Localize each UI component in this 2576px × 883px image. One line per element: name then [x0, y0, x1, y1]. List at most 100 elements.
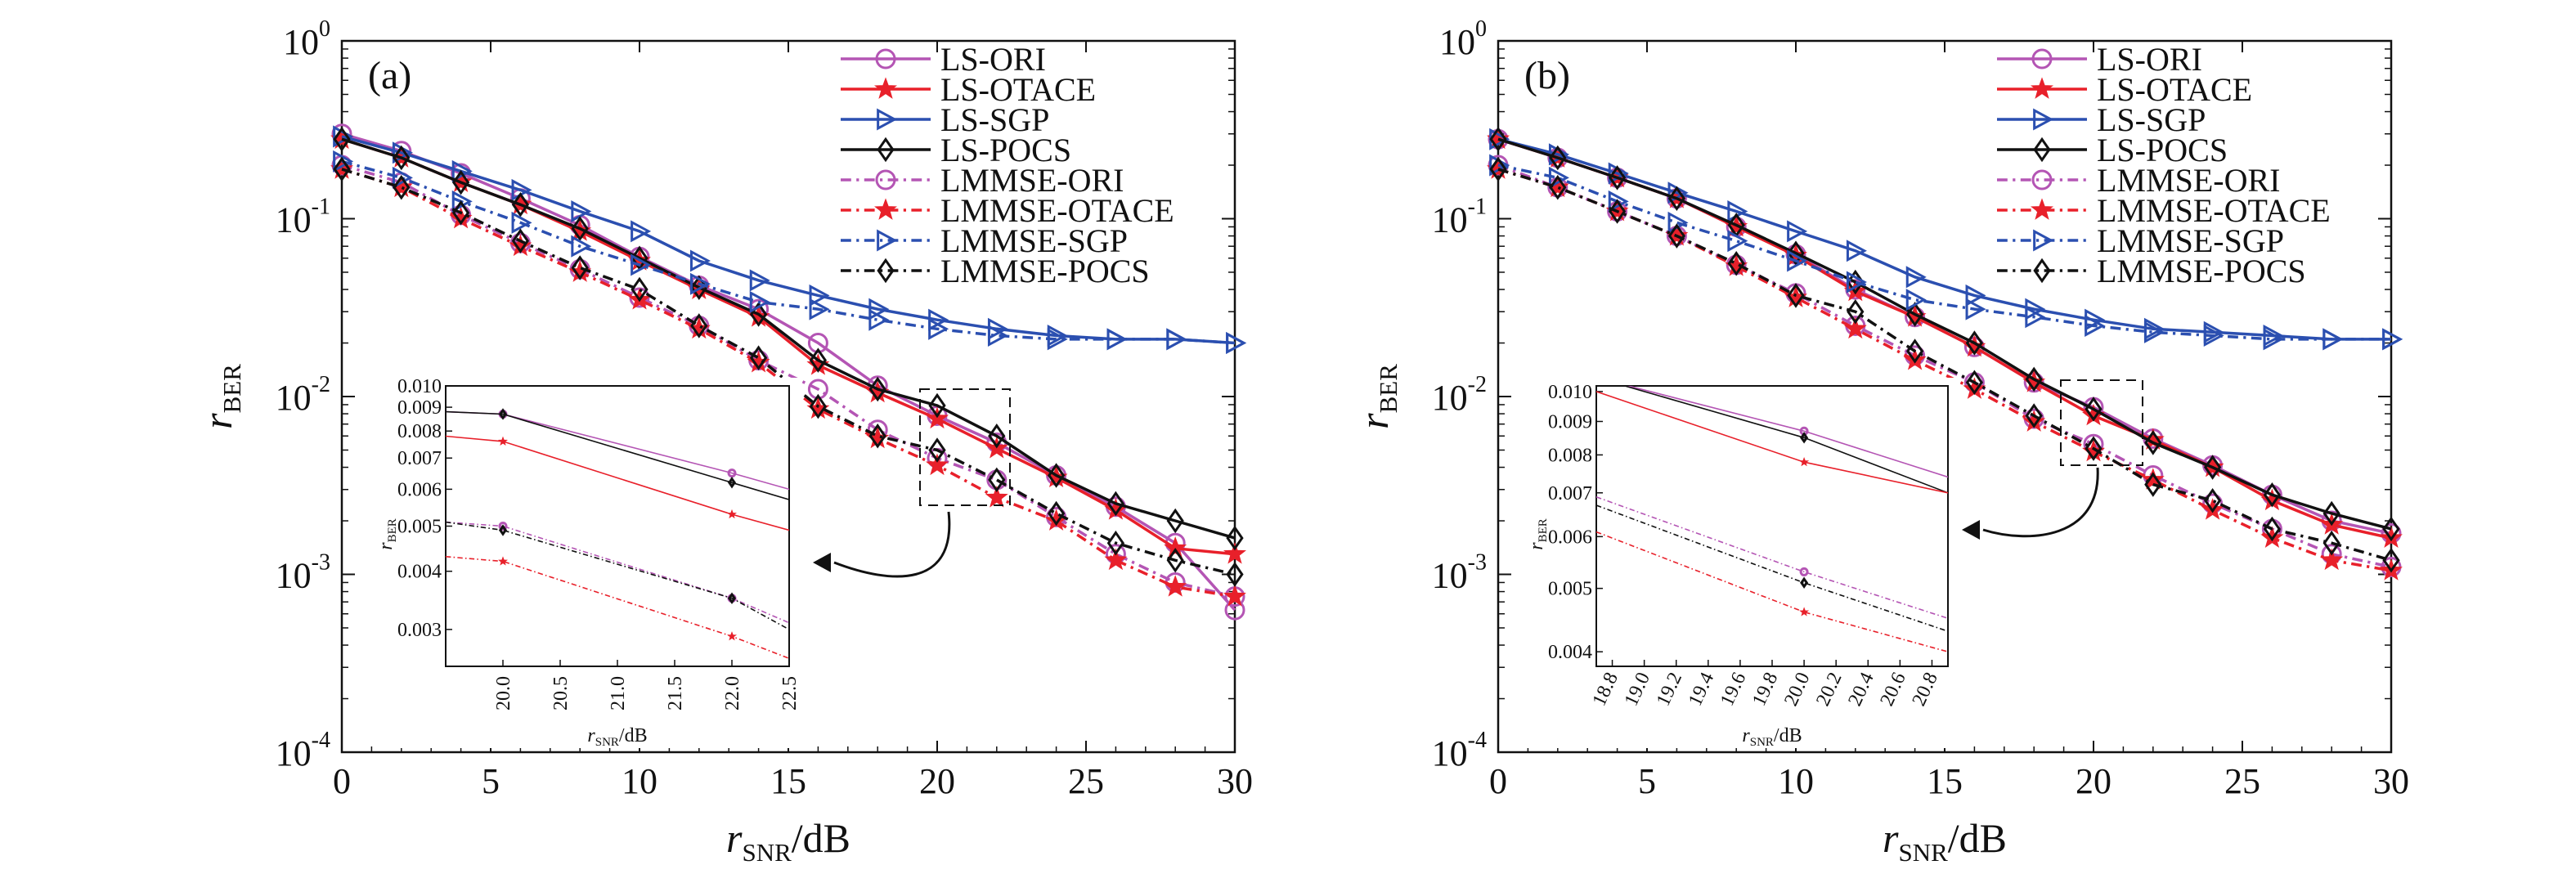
inset-x-tick-label: 21.5 — [665, 676, 686, 710]
data-point-lmmse-sgp — [689, 272, 711, 295]
inset: 18.819.019.219.419.619.820.020.220.420.6… — [1526, 378, 1960, 749]
data-point-ls-pocs — [2025, 366, 2043, 392]
inset-x-axis-label-sub: SNR — [595, 736, 619, 749]
legend-entry: LS-OTACE — [2097, 71, 2252, 108]
legend-entry: LS-POCS — [940, 132, 1071, 168]
legend-entry: LMMSE-SGP — [2097, 222, 2284, 259]
inset-y-tick-label: 0.004 — [1548, 642, 1592, 663]
inset-series-group — [1596, 386, 1948, 652]
inset-y-tick-label: 0.005 — [397, 517, 442, 538]
legend: LS-ORILS-OTACELS-SGPLS-POCSLMMSE-ORILMMS… — [841, 41, 1174, 289]
legend-marker — [2033, 108, 2054, 131]
x-tick-label: 10 — [1778, 761, 1814, 801]
y-tick-exp: -2 — [312, 372, 330, 397]
legend-marker — [2033, 258, 2051, 284]
series-line-lmmse-ori — [341, 164, 1236, 598]
data-point-ls-sgp — [571, 199, 592, 223]
data-point-ls-pocs — [1787, 240, 1805, 266]
inset-y-axis-label-sub: BER — [1537, 518, 1550, 542]
legend-entry: LMMSE-SGP — [940, 222, 1128, 259]
data-point-ls-sgp — [333, 125, 354, 148]
inset-point-ls-otace — [726, 509, 738, 519]
panel-label: (a) — [368, 54, 411, 97]
data-point-lmmse-otace — [1843, 316, 1867, 339]
data-point-lmmse-sgp — [1965, 298, 1986, 320]
data-point-ls-pocs — [2322, 500, 2340, 527]
y-axis-label: rBER — [195, 364, 246, 429]
y-tick-base: 10 — [1432, 378, 1468, 418]
x-tick-label: 5 — [1638, 761, 1656, 801]
legend-marker — [875, 48, 896, 69]
inset-y-tick-label: 0.008 — [1548, 445, 1592, 466]
data-point-lmmse-pocs — [511, 228, 530, 253]
data-point-ls-pocs — [1965, 330, 1984, 356]
inset-point-ls-ori — [727, 468, 737, 478]
inset-y-tick-label: 0.010 — [1548, 382, 1592, 403]
x-axis-label: rSNR/dB — [726, 815, 850, 867]
data-point-lmmse-pocs — [1608, 199, 1627, 224]
data-point-ls-otace — [2141, 428, 2165, 450]
data-point-ls-pocs — [1047, 463, 1066, 488]
data-point-ls-pocs — [928, 392, 946, 419]
legend-marker — [874, 77, 897, 99]
y-tick-exp: -4 — [312, 728, 330, 753]
y-tick-label: 10-2 — [1432, 372, 1487, 418]
data-point-lmmse-otace — [2320, 548, 2344, 571]
zoom-arrow — [1982, 467, 2099, 538]
y-tick-label: 100 — [283, 16, 330, 62]
inset-point-lmmse-ori — [498, 522, 508, 531]
data-point-lmmse-pocs — [333, 156, 351, 182]
data-point-ls-pocs — [1549, 145, 1567, 171]
inset-point-lmmse-pocs — [498, 524, 508, 536]
data-point-lmmse-pocs — [1965, 370, 1984, 396]
x-tick-label: 0 — [1489, 761, 1507, 801]
inset-frame — [1595, 385, 1949, 667]
data-point-ls-sgp — [749, 269, 770, 292]
legend-entry: LS-ORI — [2097, 41, 2202, 78]
zoom-arrowhead — [1962, 520, 1980, 540]
inset-y-tick-label: 0.006 — [397, 479, 442, 500]
data-point-ls-pocs — [1106, 491, 1125, 517]
data-point-lmmse-sgp — [868, 308, 890, 331]
y-tick-exp: -3 — [1468, 550, 1487, 576]
legend-marker — [877, 108, 898, 131]
data-point-ls-pocs — [809, 347, 828, 373]
x-tick-label: 20 — [2076, 761, 2112, 801]
inset-point-ls-otace — [497, 436, 509, 446]
x-tick-label: 15 — [770, 761, 806, 801]
data-point-lmmse-pocs — [571, 255, 589, 280]
inset-y-tick-label: 0.008 — [397, 421, 442, 442]
data-point-lmmse-otace — [2260, 526, 2284, 548]
legend-entry: LMMSE-POCS — [940, 253, 1150, 289]
data-point-ls-otace — [2380, 526, 2403, 548]
y-tick-label: 100 — [1439, 16, 1487, 62]
y-tick-label: 10-1 — [1432, 195, 1487, 240]
inset-x-axis-label-unit: /dB — [1774, 725, 1802, 746]
data-point-ls-otace — [1223, 542, 1246, 564]
legend-entry: LS-SGP — [2097, 101, 2206, 138]
series-line-lmmse-sgp — [341, 159, 1236, 345]
inset-x-axis-label-main: r — [1742, 725, 1750, 746]
data-point-ls-pocs — [2263, 482, 2282, 508]
inset-x-tick-label: 22.0 — [722, 676, 743, 710]
data-point-lmmse-sgp — [2203, 325, 2224, 347]
x-axis-label: rSNR/dB — [1883, 815, 2007, 867]
zoom-arrow — [833, 511, 951, 578]
data-point-lmmse-pocs — [1549, 174, 1567, 200]
inset-line-lmmse-otace — [446, 556, 789, 660]
data-point-lmmse-sgp — [928, 317, 949, 340]
data-point-ls-otace — [1164, 536, 1187, 558]
data-point-lmmse-sgp — [1106, 328, 1128, 351]
inset-y-axis-label-sub: BER — [386, 518, 399, 542]
legend-entry: LS-ORI — [940, 41, 1046, 78]
inset-x-axis-label: rSNR/dB — [587, 725, 647, 749]
series-line-ls-sgp — [341, 135, 1236, 345]
data-point-lmmse-sgp — [392, 166, 413, 189]
legend-marker — [874, 198, 897, 220]
inset-point-ls-pocs — [727, 477, 737, 489]
y-tick-base: 10 — [276, 556, 312, 596]
x-axis-label-sub: SNR — [1898, 838, 1948, 867]
inset-point-ls-pocs — [498, 408, 508, 420]
data-point-lmmse-otace — [1223, 585, 1246, 607]
y-tick-label: 10-4 — [276, 728, 330, 773]
